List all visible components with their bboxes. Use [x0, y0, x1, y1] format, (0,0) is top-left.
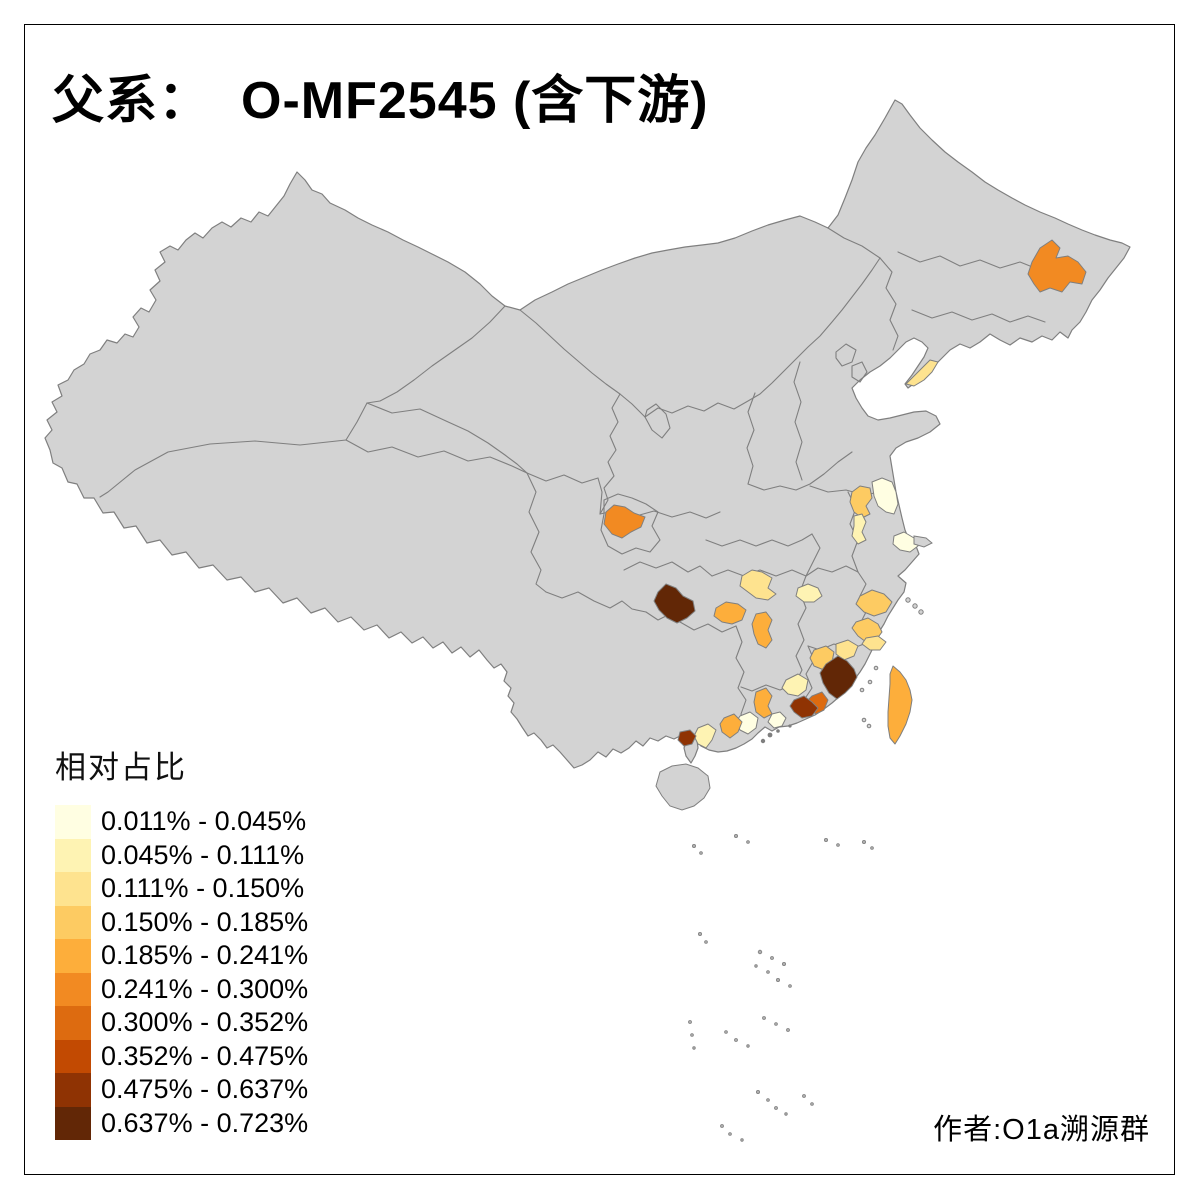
- map-region-jiangsu-nantong: [892, 531, 919, 553]
- legend-label: 0.150% - 0.185%: [101, 906, 309, 937]
- legend-label: 0.011% - 0.045%: [101, 806, 307, 837]
- legend-swatch: [55, 1006, 91, 1040]
- legend-label: 0.637% - 0.723%: [101, 1107, 309, 1138]
- legend-row: 0.300% - 0.352%: [55, 1006, 308, 1040]
- legend-row: 0.185% - 0.241%: [55, 939, 308, 973]
- map-region-guizhou-center: [653, 583, 696, 624]
- map-region-guangdong-meizhou: [781, 673, 809, 697]
- legend-label: 0.241% - 0.300%: [101, 973, 309, 1004]
- legend-row: 0.637% - 0.723%: [55, 1106, 309, 1140]
- legend-row: 0.475% - 0.637%: [55, 1073, 308, 1107]
- map-region-zhejiang-north: [855, 589, 893, 617]
- title-lineage-label: 父系：: [52, 72, 212, 130]
- map-region-northeast-jiamusi: [1027, 239, 1087, 293]
- legend-label: 0.045% - 0.111%: [101, 839, 305, 870]
- map-region-jiangsu-north: [849, 485, 873, 519]
- chongming-island: [913, 535, 933, 548]
- legend-swatch: [55, 972, 91, 1006]
- legend-row: 0.011% - 0.045%: [55, 805, 308, 839]
- plot-frame: [24, 24, 1175, 1175]
- map-region-hubei-south: [739, 569, 777, 601]
- legend-row: 0.045% - 0.111%: [55, 838, 308, 872]
- map-region-fujian-northeast: [835, 639, 859, 661]
- legend-title: 相对占比: [55, 750, 187, 785]
- legend-row: 0.352% - 0.475%: [55, 1039, 309, 1073]
- map-region-guangdong-huizhou: [767, 711, 787, 729]
- author-credit: 作者:O1a溯源群: [933, 1114, 1150, 1146]
- map-region-guangdong-zhanjiang: [677, 729, 697, 747]
- legend-swatch: [55, 1106, 91, 1140]
- legend-label: 0.352% - 0.475%: [101, 1040, 309, 1071]
- map-region-hunan-center: [713, 601, 747, 625]
- map-region-taiwan: [887, 665, 913, 745]
- legend-row: 0.150% - 0.185%: [55, 905, 309, 939]
- map-region-anhui-south: [795, 583, 823, 603]
- map-region-liaodong-dalian: [905, 359, 939, 387]
- legend-swatch: [55, 905, 91, 939]
- legend-row: 0.111% - 0.150%: [55, 872, 308, 906]
- map-region-hunan-south: [751, 611, 773, 649]
- legend-swatch: [55, 1039, 91, 1073]
- legend-label: 0.185% - 0.241%: [101, 940, 309, 971]
- legend-swatch: [55, 805, 91, 839]
- south-china-sea-islets: [688, 834, 874, 1142]
- pearl-delta-islets: [760, 724, 792, 744]
- legend-label: 0.475% - 0.637%: [101, 1074, 309, 1105]
- legend-rows: 0.011% - 0.045% 0.045% - 0.111% 0.111% - 0…: [55, 805, 308, 1140]
- legend-swatch: [55, 838, 91, 872]
- legend-label: 0.111% - 0.150%: [101, 873, 305, 904]
- province-borders: [99, 227, 1083, 728]
- map-region-fujian-southeast: [819, 655, 858, 700]
- legend-swatch: [55, 939, 91, 973]
- map-region-jiangsu-yancheng: [871, 477, 899, 515]
- islands: [655, 535, 933, 811]
- hainan-island: [655, 763, 711, 811]
- legend-swatch: [55, 1073, 91, 1107]
- legend-label: 0.300% - 0.352%: [101, 1007, 309, 1038]
- map-region-jiangsu-yangzhou: [851, 513, 867, 545]
- title-haplogroup: O-MF2545 (含下游): [241, 72, 709, 130]
- map-region-chongqing: [603, 504, 646, 539]
- legend-row: 0.241% - 0.300%: [55, 972, 309, 1006]
- legend: 相对占比 0.011% - 0.045% 0.045% - 0.111% 0.111…: [55, 742, 308, 1140]
- legend-swatch: [55, 872, 91, 906]
- map-region-guangdong-west: [719, 713, 743, 739]
- map-region-fujian-coast-north: [861, 635, 887, 651]
- map-region-guangdong-chaoshan: [789, 695, 819, 719]
- page-title: 父系： O-MF2545 (含下游): [52, 58, 709, 133]
